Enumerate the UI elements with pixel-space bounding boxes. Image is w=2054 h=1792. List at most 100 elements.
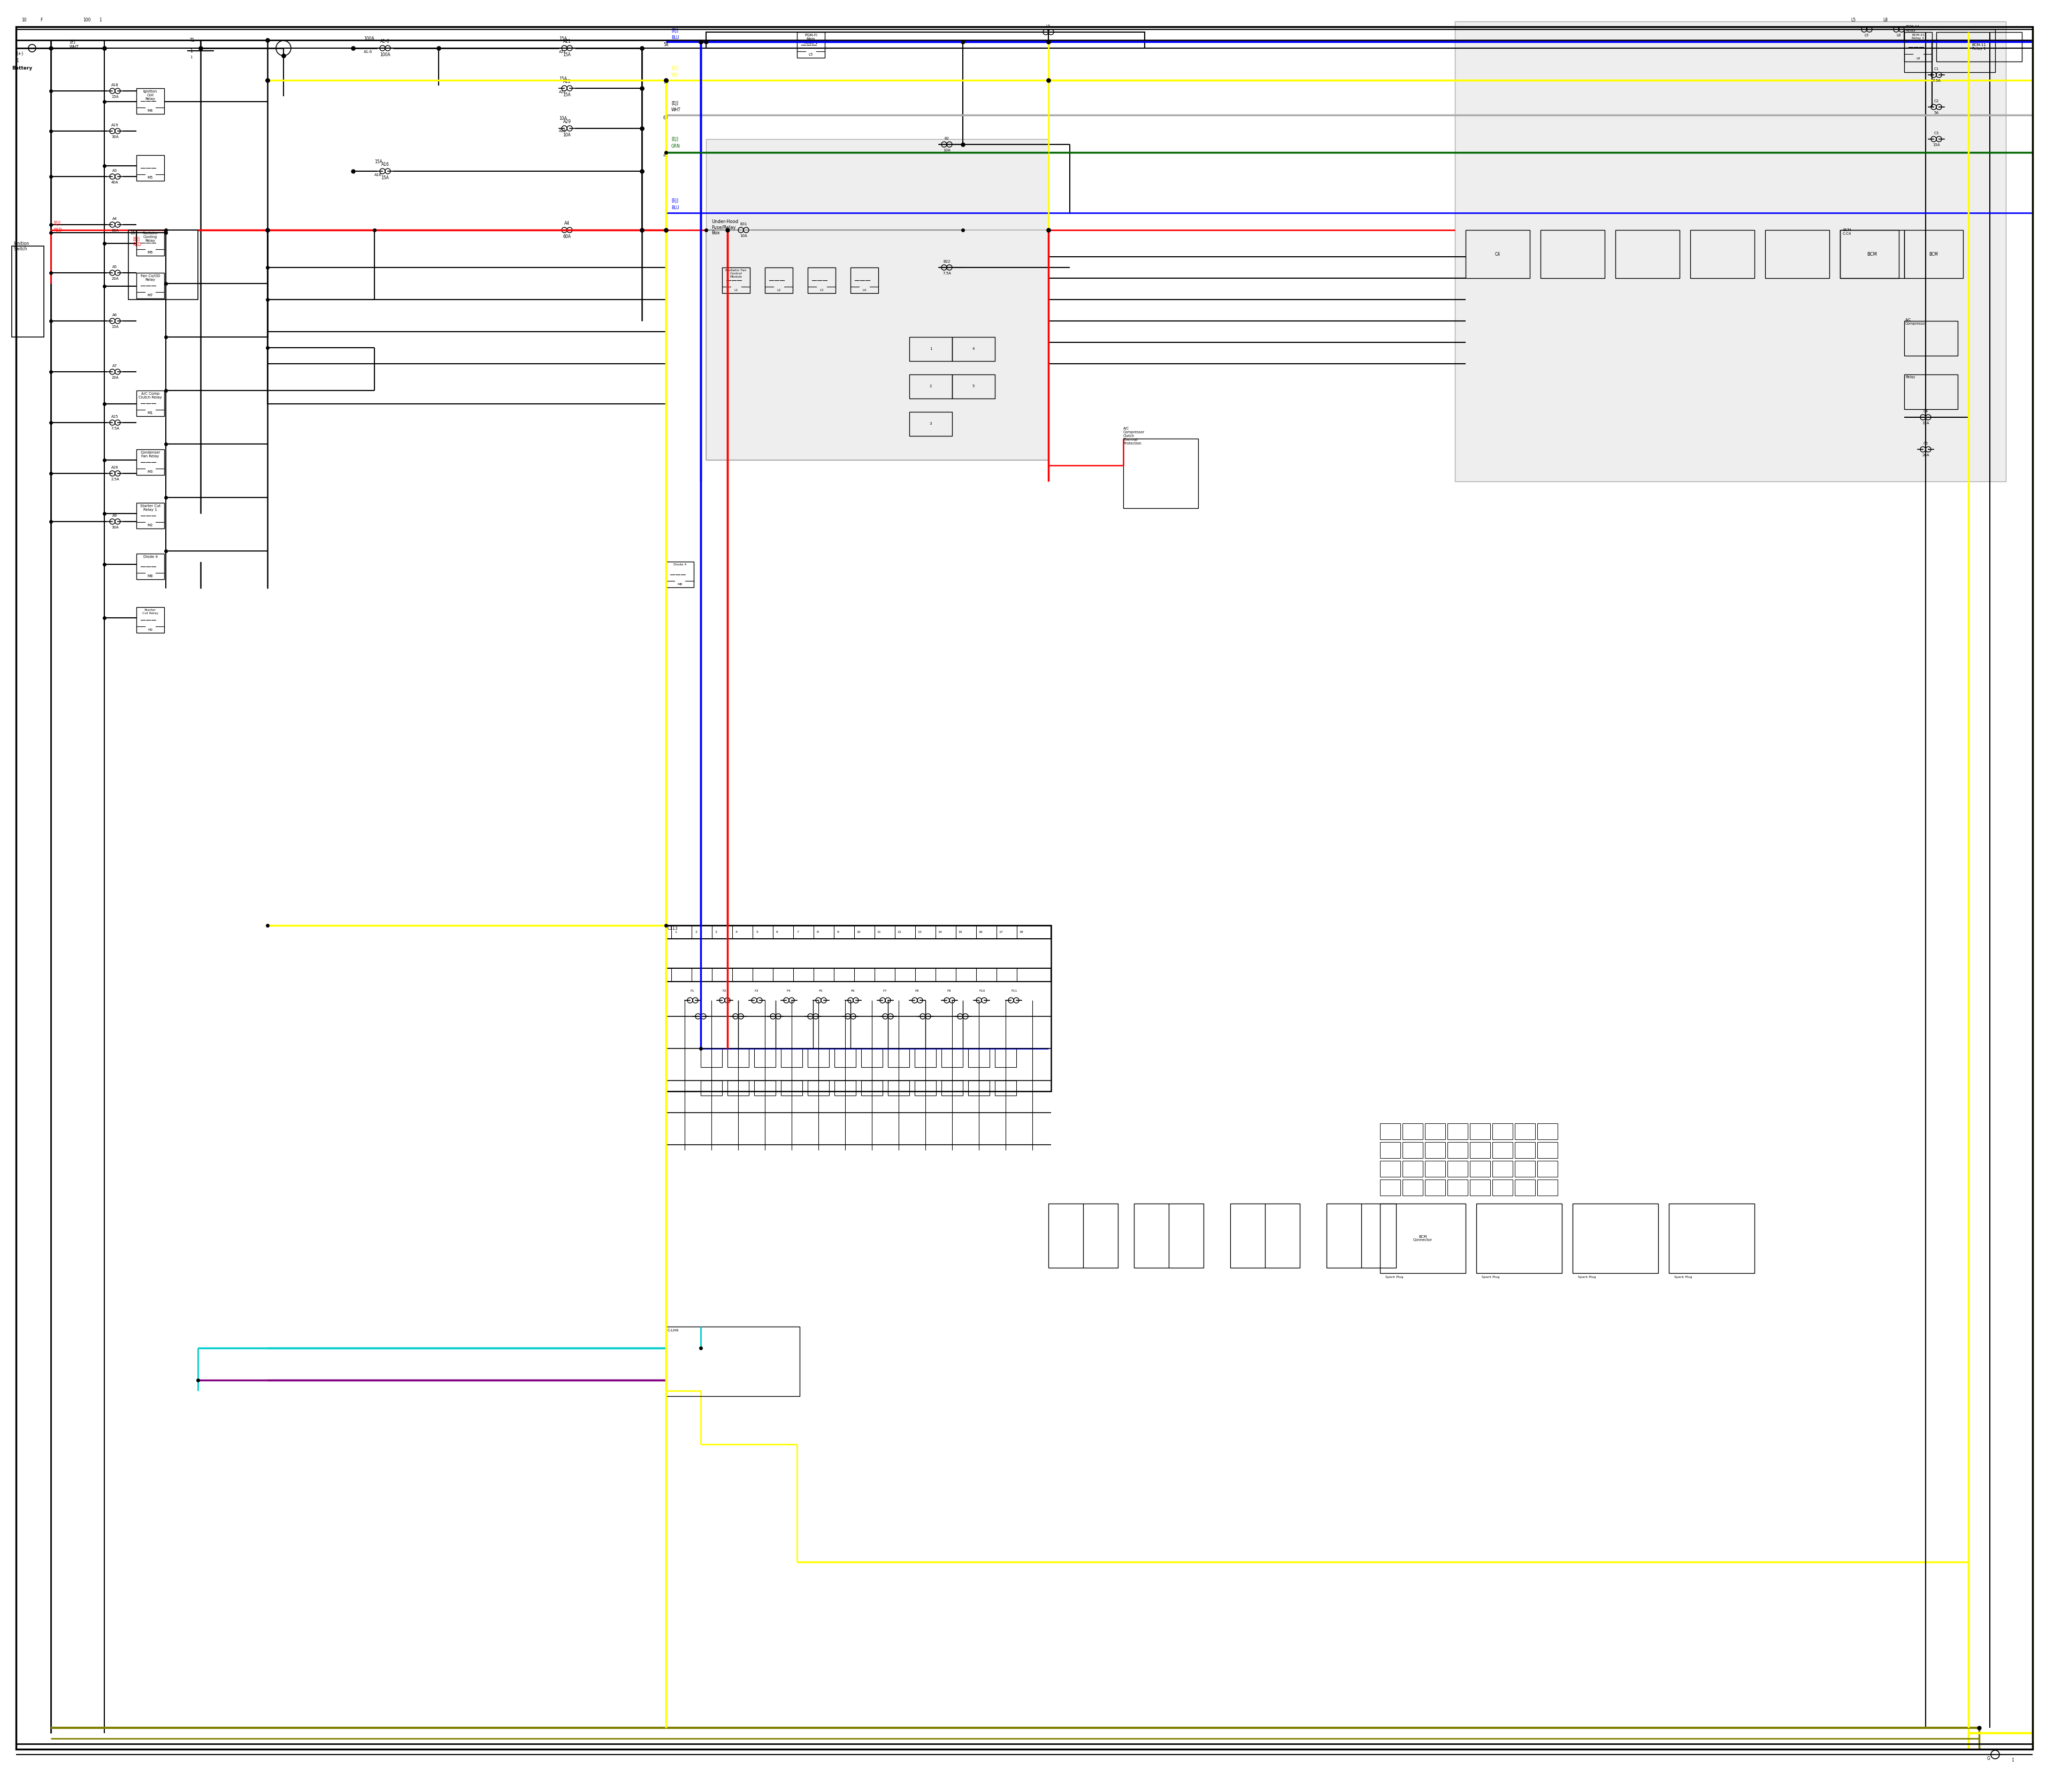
Text: BCM
C-C4: BCM C-C4 [1842, 228, 1851, 235]
Text: 18: 18 [1019, 930, 1023, 934]
Text: F7: F7 [883, 989, 887, 993]
Bar [1516, 1142, 1534, 1158]
Bar [1904, 375, 1957, 409]
Bar [1448, 1161, 1469, 1177]
Text: M4: M4 [148, 109, 154, 113]
Text: 13: 13 [918, 930, 922, 934]
Text: 3: 3 [715, 930, 717, 934]
Text: L2: L2 [776, 289, 781, 292]
Text: 7: 7 [797, 930, 799, 934]
Text: 7.5A: 7.5A [1933, 79, 1941, 82]
Bar [1403, 1161, 1423, 1177]
Bar [707, 140, 1048, 461]
Bar [910, 412, 953, 435]
Bar [1454, 22, 2007, 482]
Bar [1471, 1179, 1491, 1195]
Text: [EJ]: [EJ] [672, 136, 678, 142]
Bar [1471, 1142, 1491, 1158]
Bar [941, 1081, 963, 1095]
Bar [834, 1081, 857, 1095]
Text: A/C
Compressor
Clutch
Thermal
Protection: A/C Compressor Clutch Thermal Protection [1124, 426, 1144, 444]
Bar [665, 561, 694, 588]
Bar [914, 1081, 937, 1095]
Text: [EJ]: [EJ] [672, 29, 678, 34]
Text: C5: C5 [1923, 443, 1929, 444]
Bar [723, 267, 750, 294]
Text: 10: 10 [21, 18, 27, 23]
Text: A16: A16 [374, 174, 382, 177]
Bar [1425, 1179, 1446, 1195]
Text: 10: 10 [857, 930, 861, 934]
Text: C4: C4 [1495, 251, 1499, 256]
Text: 40A: 40A [111, 181, 119, 185]
Text: L5: L5 [1851, 18, 1855, 23]
Bar [1840, 229, 1904, 278]
Text: 60A: 60A [563, 235, 571, 238]
Bar [665, 968, 1052, 982]
Bar [807, 1081, 830, 1095]
Text: A3: A3 [113, 168, 117, 172]
Text: A21: A21 [559, 50, 567, 54]
Bar [136, 554, 164, 579]
Bar [700, 1081, 723, 1095]
Text: 20A: 20A [1923, 453, 1929, 457]
Text: 5: 5 [756, 930, 758, 934]
Bar [707, 32, 1144, 48]
Text: 60A: 60A [111, 229, 119, 233]
Text: [EJ]: [EJ] [672, 66, 678, 70]
Text: BCM: BCM [1929, 251, 1939, 256]
Text: BCM-11
Relay 1: BCM-11 Relay 1 [1972, 43, 1986, 50]
Bar [994, 1048, 1017, 1068]
Bar [1403, 1142, 1423, 1158]
Text: 15A: 15A [374, 159, 382, 165]
Text: A26: A26 [111, 466, 119, 470]
Bar [781, 1048, 803, 1068]
Bar [1467, 229, 1530, 278]
Bar [136, 607, 164, 633]
Text: Battery: Battery [12, 66, 33, 70]
Text: A19: A19 [111, 124, 119, 127]
Text: M6: M6 [148, 251, 154, 254]
Text: Fan Co/OD
Relay: Fan Co/OD Relay [140, 274, 160, 281]
Bar [953, 337, 994, 360]
Bar [953, 375, 994, 398]
Bar [727, 1081, 750, 1095]
Text: RED: RED [134, 242, 142, 247]
Bar [1124, 439, 1197, 509]
Text: 15: 15 [957, 930, 961, 934]
Bar [136, 88, 164, 115]
Text: 15A: 15A [559, 77, 567, 81]
Text: Spark Plug: Spark Plug [1577, 1276, 1596, 1278]
Bar [781, 1081, 803, 1095]
Bar [1904, 29, 1994, 72]
Text: BCM-11
Relay: BCM-11 Relay [1906, 25, 1920, 32]
Text: L5: L5 [809, 54, 813, 56]
Text: L1: L1 [733, 289, 737, 292]
Text: BCM-11
Relay 1: BCM-11 Relay 1 [1912, 34, 1925, 39]
Text: A6: A6 [113, 314, 117, 317]
Bar [754, 1081, 776, 1095]
Text: M1: M1 [148, 412, 154, 414]
Bar [1477, 1204, 1561, 1272]
Text: 60: 60 [663, 115, 668, 120]
Bar [1540, 229, 1604, 278]
Text: L3: L3 [820, 289, 824, 292]
Text: M2: M2 [148, 523, 154, 527]
Bar [941, 1048, 963, 1068]
Bar [850, 267, 879, 294]
Text: F8: F8 [914, 989, 918, 993]
Bar [1904, 229, 1964, 278]
Bar [1536, 1179, 1557, 1195]
Bar [707, 229, 1048, 461]
Bar [861, 1081, 883, 1095]
Text: F6: F6 [850, 989, 854, 993]
Text: B31: B31 [739, 222, 748, 226]
Text: 2: 2 [694, 930, 696, 934]
Bar [1614, 229, 1680, 278]
Text: Spark Plug: Spark Plug [1384, 1276, 1403, 1278]
Bar [1448, 1142, 1469, 1158]
Text: BCM
Connector: BCM Connector [1413, 1235, 1432, 1242]
Bar [267, 229, 665, 403]
Bar [861, 1048, 883, 1068]
Text: 10A: 10A [943, 149, 951, 152]
